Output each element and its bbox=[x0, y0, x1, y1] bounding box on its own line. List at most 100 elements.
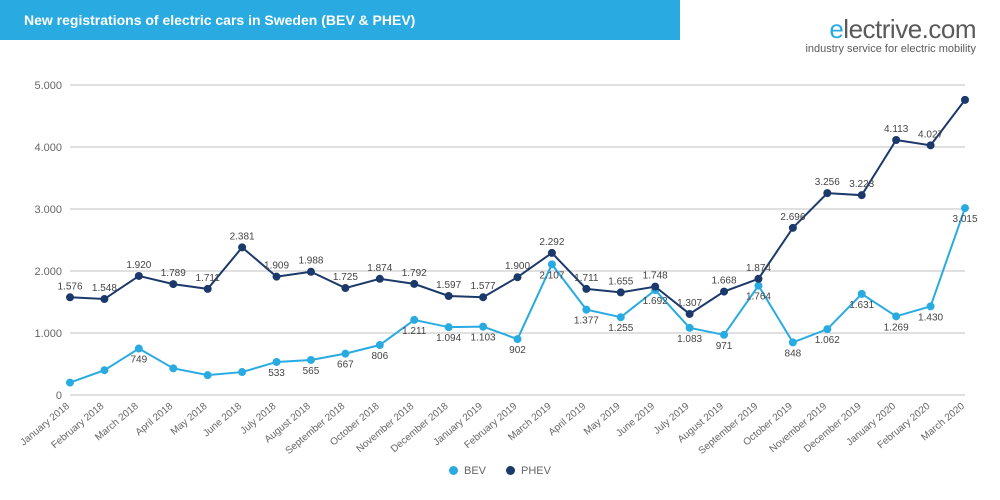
legend-item: BEV bbox=[449, 465, 486, 477]
brand-accent: e bbox=[829, 14, 843, 44]
legend-label: PHEV bbox=[521, 465, 551, 477]
data-point bbox=[238, 243, 246, 251]
data-label: 1.631 bbox=[849, 300, 874, 311]
data-point bbox=[651, 283, 659, 291]
data-label: 749 bbox=[131, 355, 148, 366]
data-point bbox=[204, 285, 212, 293]
data-label: 1.597 bbox=[436, 280, 461, 291]
x-tick-label: April 2018 bbox=[134, 401, 176, 439]
data-point bbox=[892, 312, 900, 320]
data-label: 1.062 bbox=[815, 335, 840, 346]
data-label: 1.548 bbox=[92, 283, 117, 294]
data-label: 1.655 bbox=[608, 276, 633, 287]
legend-item: PHEV bbox=[506, 465, 551, 477]
data-point bbox=[961, 96, 969, 104]
data-label: 1.711 bbox=[196, 273, 221, 284]
data-label: 4.113 bbox=[884, 124, 909, 135]
data-point bbox=[582, 306, 590, 314]
data-point bbox=[445, 292, 453, 300]
data-point bbox=[479, 293, 487, 301]
data-label: 1.103 bbox=[471, 333, 496, 344]
data-point bbox=[514, 335, 522, 343]
chart-title: New registrations of electric cars in Sw… bbox=[24, 12, 415, 28]
data-label: 2.292 bbox=[539, 237, 564, 248]
data-point bbox=[376, 275, 384, 283]
data-point bbox=[686, 310, 694, 318]
data-label: 3.256 bbox=[815, 177, 840, 188]
x-tick-label: April 2019 bbox=[547, 401, 589, 439]
data-point bbox=[789, 224, 797, 232]
data-point bbox=[273, 358, 281, 366]
legend-label: BEV bbox=[464, 465, 486, 477]
data-point bbox=[410, 316, 418, 324]
data-point bbox=[892, 136, 900, 144]
data-point bbox=[858, 290, 866, 298]
data-point bbox=[617, 288, 625, 296]
data-point bbox=[100, 366, 108, 374]
chart-area: 01.0002.0003.0004.0005.000January 2018Fe… bbox=[20, 70, 980, 480]
data-point bbox=[273, 273, 281, 281]
data-point bbox=[66, 379, 74, 387]
data-point bbox=[135, 345, 143, 353]
data-point bbox=[100, 295, 108, 303]
x-tick-label: June 2019 bbox=[614, 401, 657, 440]
data-label: 1.577 bbox=[471, 281, 496, 292]
data-label: 1.874 bbox=[367, 263, 392, 274]
data-label: 2.107 bbox=[539, 270, 564, 281]
data-label: 1.764 bbox=[746, 292, 771, 303]
data-label: 1.988 bbox=[298, 256, 323, 267]
data-point bbox=[617, 313, 625, 321]
data-label: 1.792 bbox=[402, 268, 427, 279]
series-line bbox=[70, 208, 965, 383]
data-point bbox=[927, 141, 935, 149]
chart-title-bar: New registrations of electric cars in Sw… bbox=[0, 0, 680, 40]
data-point bbox=[204, 371, 212, 379]
data-label: 1.083 bbox=[677, 334, 702, 345]
data-point bbox=[410, 280, 418, 288]
data-label: 848 bbox=[785, 348, 802, 359]
brand-logo: electrive.com industry service for elect… bbox=[805, 14, 976, 55]
data-point bbox=[307, 268, 315, 276]
data-point bbox=[135, 272, 143, 280]
data-point bbox=[754, 282, 762, 290]
data-label: 902 bbox=[509, 345, 526, 356]
data-label: 1.668 bbox=[712, 276, 737, 287]
data-point bbox=[169, 364, 177, 372]
data-point bbox=[927, 302, 935, 310]
legend: BEV PHEV bbox=[20, 465, 980, 479]
x-tick-label: September 2018 bbox=[284, 401, 348, 457]
legend-dot bbox=[449, 466, 458, 475]
data-point bbox=[169, 280, 177, 288]
data-point bbox=[720, 288, 728, 296]
legend-dot bbox=[506, 466, 515, 475]
data-point bbox=[445, 323, 453, 331]
data-label: 971 bbox=[716, 341, 733, 352]
data-point bbox=[307, 356, 315, 364]
data-label: 565 bbox=[303, 366, 320, 377]
brand-tagline: industry service for electric mobility bbox=[805, 43, 976, 55]
data-point bbox=[789, 338, 797, 346]
data-point bbox=[66, 293, 74, 301]
brand-rest: lectrive.com bbox=[843, 14, 976, 44]
y-tick-label: 4.000 bbox=[34, 142, 62, 154]
y-tick-label: 1.000 bbox=[34, 328, 62, 340]
data-label: 1.874 bbox=[746, 263, 771, 274]
data-point bbox=[858, 191, 866, 199]
data-point bbox=[479, 323, 487, 331]
x-tick-label: June 2018 bbox=[201, 401, 244, 440]
data-point bbox=[341, 284, 349, 292]
data-label: 1.430 bbox=[918, 312, 943, 323]
data-label: 667 bbox=[337, 360, 354, 371]
y-tick-label: 3.000 bbox=[34, 204, 62, 216]
data-label: 1.307 bbox=[677, 298, 702, 309]
data-label: 3.223 bbox=[849, 179, 874, 190]
data-point bbox=[341, 350, 349, 358]
y-tick-label: 0 bbox=[56, 390, 62, 402]
data-label: 1.094 bbox=[436, 333, 461, 344]
data-point bbox=[548, 249, 556, 257]
data-point bbox=[548, 260, 556, 268]
data-point bbox=[823, 189, 831, 197]
data-label: 1.789 bbox=[161, 268, 186, 279]
data-label: 1.255 bbox=[608, 323, 633, 334]
data-label: 2.381 bbox=[230, 231, 255, 242]
